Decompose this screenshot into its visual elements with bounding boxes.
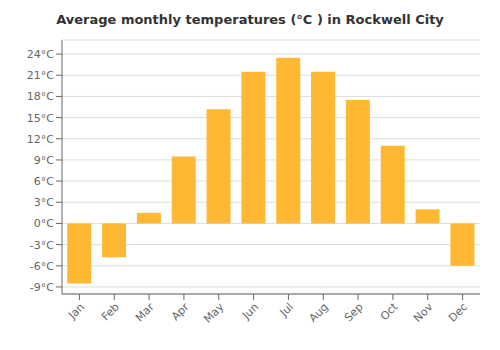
html-text:Average monthly temperatures (: Average monthly temperatures (°C ) in Ro… (56, 12, 444, 27)
svg-text:Jan: Jan (65, 300, 87, 322)
svg-text:Dec: Dec (446, 300, 470, 324)
svg-text:18°C: 18°C (27, 90, 54, 103)
svg-text:21°C: 21°C (27, 69, 54, 82)
svg-text:Feb: Feb (99, 300, 122, 323)
svg-text:24°C: 24°C (27, 48, 54, 61)
svg-text:Aug: Aug (307, 300, 331, 324)
svg-text:15°C: 15°C (27, 112, 54, 125)
svg-text:-9°C: -9°C (30, 281, 54, 294)
svg-text:Sep: Sep (342, 300, 366, 324)
svg-text:-3°C: -3°C (30, 239, 54, 252)
svg-text:Apr: Apr (169, 300, 192, 323)
svg-text:3°C: 3°C (34, 196, 54, 209)
svg-text:-6°C: -6°C (30, 260, 54, 273)
svg-text:Jul: Jul (277, 300, 296, 319)
svg-text:Oct: Oct (378, 300, 401, 323)
svg-text:Jun: Jun (239, 300, 261, 322)
svg-text:12°C: 12°C (27, 133, 54, 146)
svg-text:9°C: 9°C (34, 154, 54, 167)
svg-text:0°C: 0°C (34, 217, 54, 230)
svg-text:Nov: Nov (411, 300, 436, 325)
svg-text:6°C: 6°C (34, 175, 54, 188)
svg-text:Mar: Mar (133, 300, 157, 324)
svg-text:May: May (201, 300, 227, 326)
